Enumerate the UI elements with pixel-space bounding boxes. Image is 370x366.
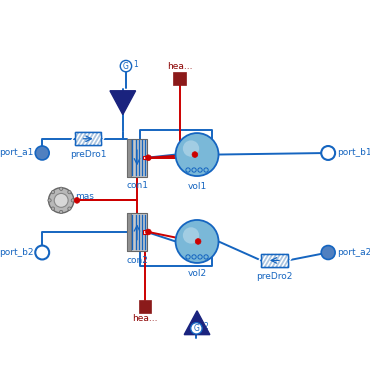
- FancyBboxPatch shape: [127, 139, 147, 177]
- Polygon shape: [184, 311, 210, 335]
- Circle shape: [74, 198, 80, 203]
- Text: port_b2: port_b2: [0, 248, 34, 257]
- FancyBboxPatch shape: [127, 139, 131, 177]
- Text: vol2: vol2: [188, 269, 206, 278]
- Circle shape: [321, 146, 335, 160]
- Text: con1: con1: [126, 182, 148, 190]
- Text: preDro1: preDro1: [70, 150, 106, 159]
- FancyBboxPatch shape: [127, 213, 147, 251]
- Text: preDro2: preDro2: [256, 272, 293, 281]
- Circle shape: [51, 191, 55, 194]
- Circle shape: [35, 146, 49, 160]
- Text: port_a1: port_a1: [0, 149, 34, 157]
- Text: mas: mas: [75, 192, 94, 201]
- Circle shape: [51, 207, 55, 210]
- Circle shape: [68, 207, 71, 210]
- Text: hea...: hea...: [167, 62, 192, 71]
- Circle shape: [183, 141, 199, 157]
- FancyBboxPatch shape: [139, 300, 151, 313]
- FancyBboxPatch shape: [261, 254, 288, 267]
- Circle shape: [48, 188, 74, 213]
- Polygon shape: [110, 91, 136, 115]
- Circle shape: [175, 133, 219, 176]
- Circle shape: [195, 239, 201, 244]
- Circle shape: [48, 199, 51, 202]
- Text: con2: con2: [126, 256, 148, 265]
- Circle shape: [145, 229, 151, 235]
- Circle shape: [54, 193, 68, 207]
- Circle shape: [35, 246, 49, 259]
- Text: G: G: [194, 324, 199, 333]
- Text: port_a2: port_a2: [337, 248, 370, 257]
- Circle shape: [71, 199, 74, 202]
- Circle shape: [60, 210, 63, 214]
- FancyBboxPatch shape: [75, 132, 101, 145]
- FancyBboxPatch shape: [127, 213, 131, 251]
- FancyBboxPatch shape: [173, 72, 186, 85]
- FancyBboxPatch shape: [143, 156, 147, 160]
- Circle shape: [120, 60, 132, 72]
- Text: G: G: [123, 61, 129, 71]
- Circle shape: [68, 191, 71, 194]
- Circle shape: [175, 220, 219, 263]
- Text: 2: 2: [204, 322, 208, 331]
- Circle shape: [321, 246, 335, 259]
- Circle shape: [192, 152, 198, 157]
- FancyBboxPatch shape: [143, 230, 147, 234]
- Text: vol1: vol1: [188, 182, 207, 191]
- Text: port_b1: port_b1: [337, 149, 370, 157]
- Circle shape: [183, 227, 199, 244]
- Circle shape: [60, 187, 63, 190]
- Circle shape: [191, 323, 202, 334]
- Text: hea...: hea...: [132, 314, 158, 323]
- Circle shape: [145, 155, 151, 161]
- Text: 1: 1: [133, 60, 138, 69]
